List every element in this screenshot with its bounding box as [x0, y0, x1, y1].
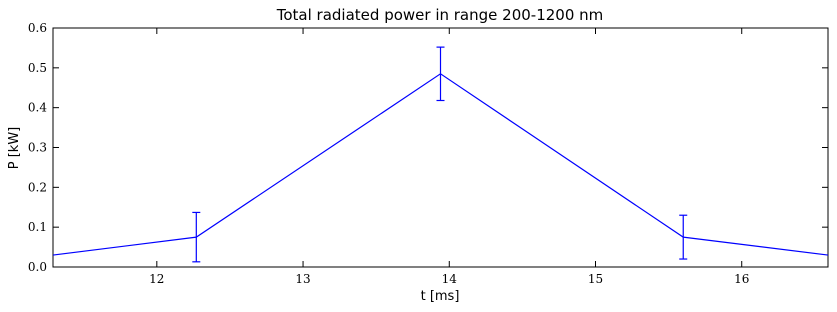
x-tick-label: 16	[734, 272, 749, 286]
y-tick-label: 0.2	[28, 180, 47, 194]
y-tick-label: 0.3	[28, 141, 47, 155]
y-tick-label: 0.5	[28, 61, 47, 75]
chart-title: Total radiated power in range 200-1200 n…	[276, 6, 604, 24]
y-tick-label: 0.4	[28, 101, 47, 115]
y-tick-label: 0.1	[28, 220, 47, 234]
x-tick-label: 15	[588, 272, 603, 286]
x-tick-label: 13	[295, 272, 310, 286]
x-tick-label: 12	[149, 272, 164, 286]
plot-frame	[52, 27, 829, 268]
y-tick-label: 0.6	[28, 21, 47, 35]
x-tick-label: 14	[442, 272, 458, 286]
x-axis-label: t [ms]	[421, 289, 460, 304]
y-tick-label: 0.0	[28, 260, 47, 274]
y-axis-label: P [kW]	[7, 127, 22, 170]
